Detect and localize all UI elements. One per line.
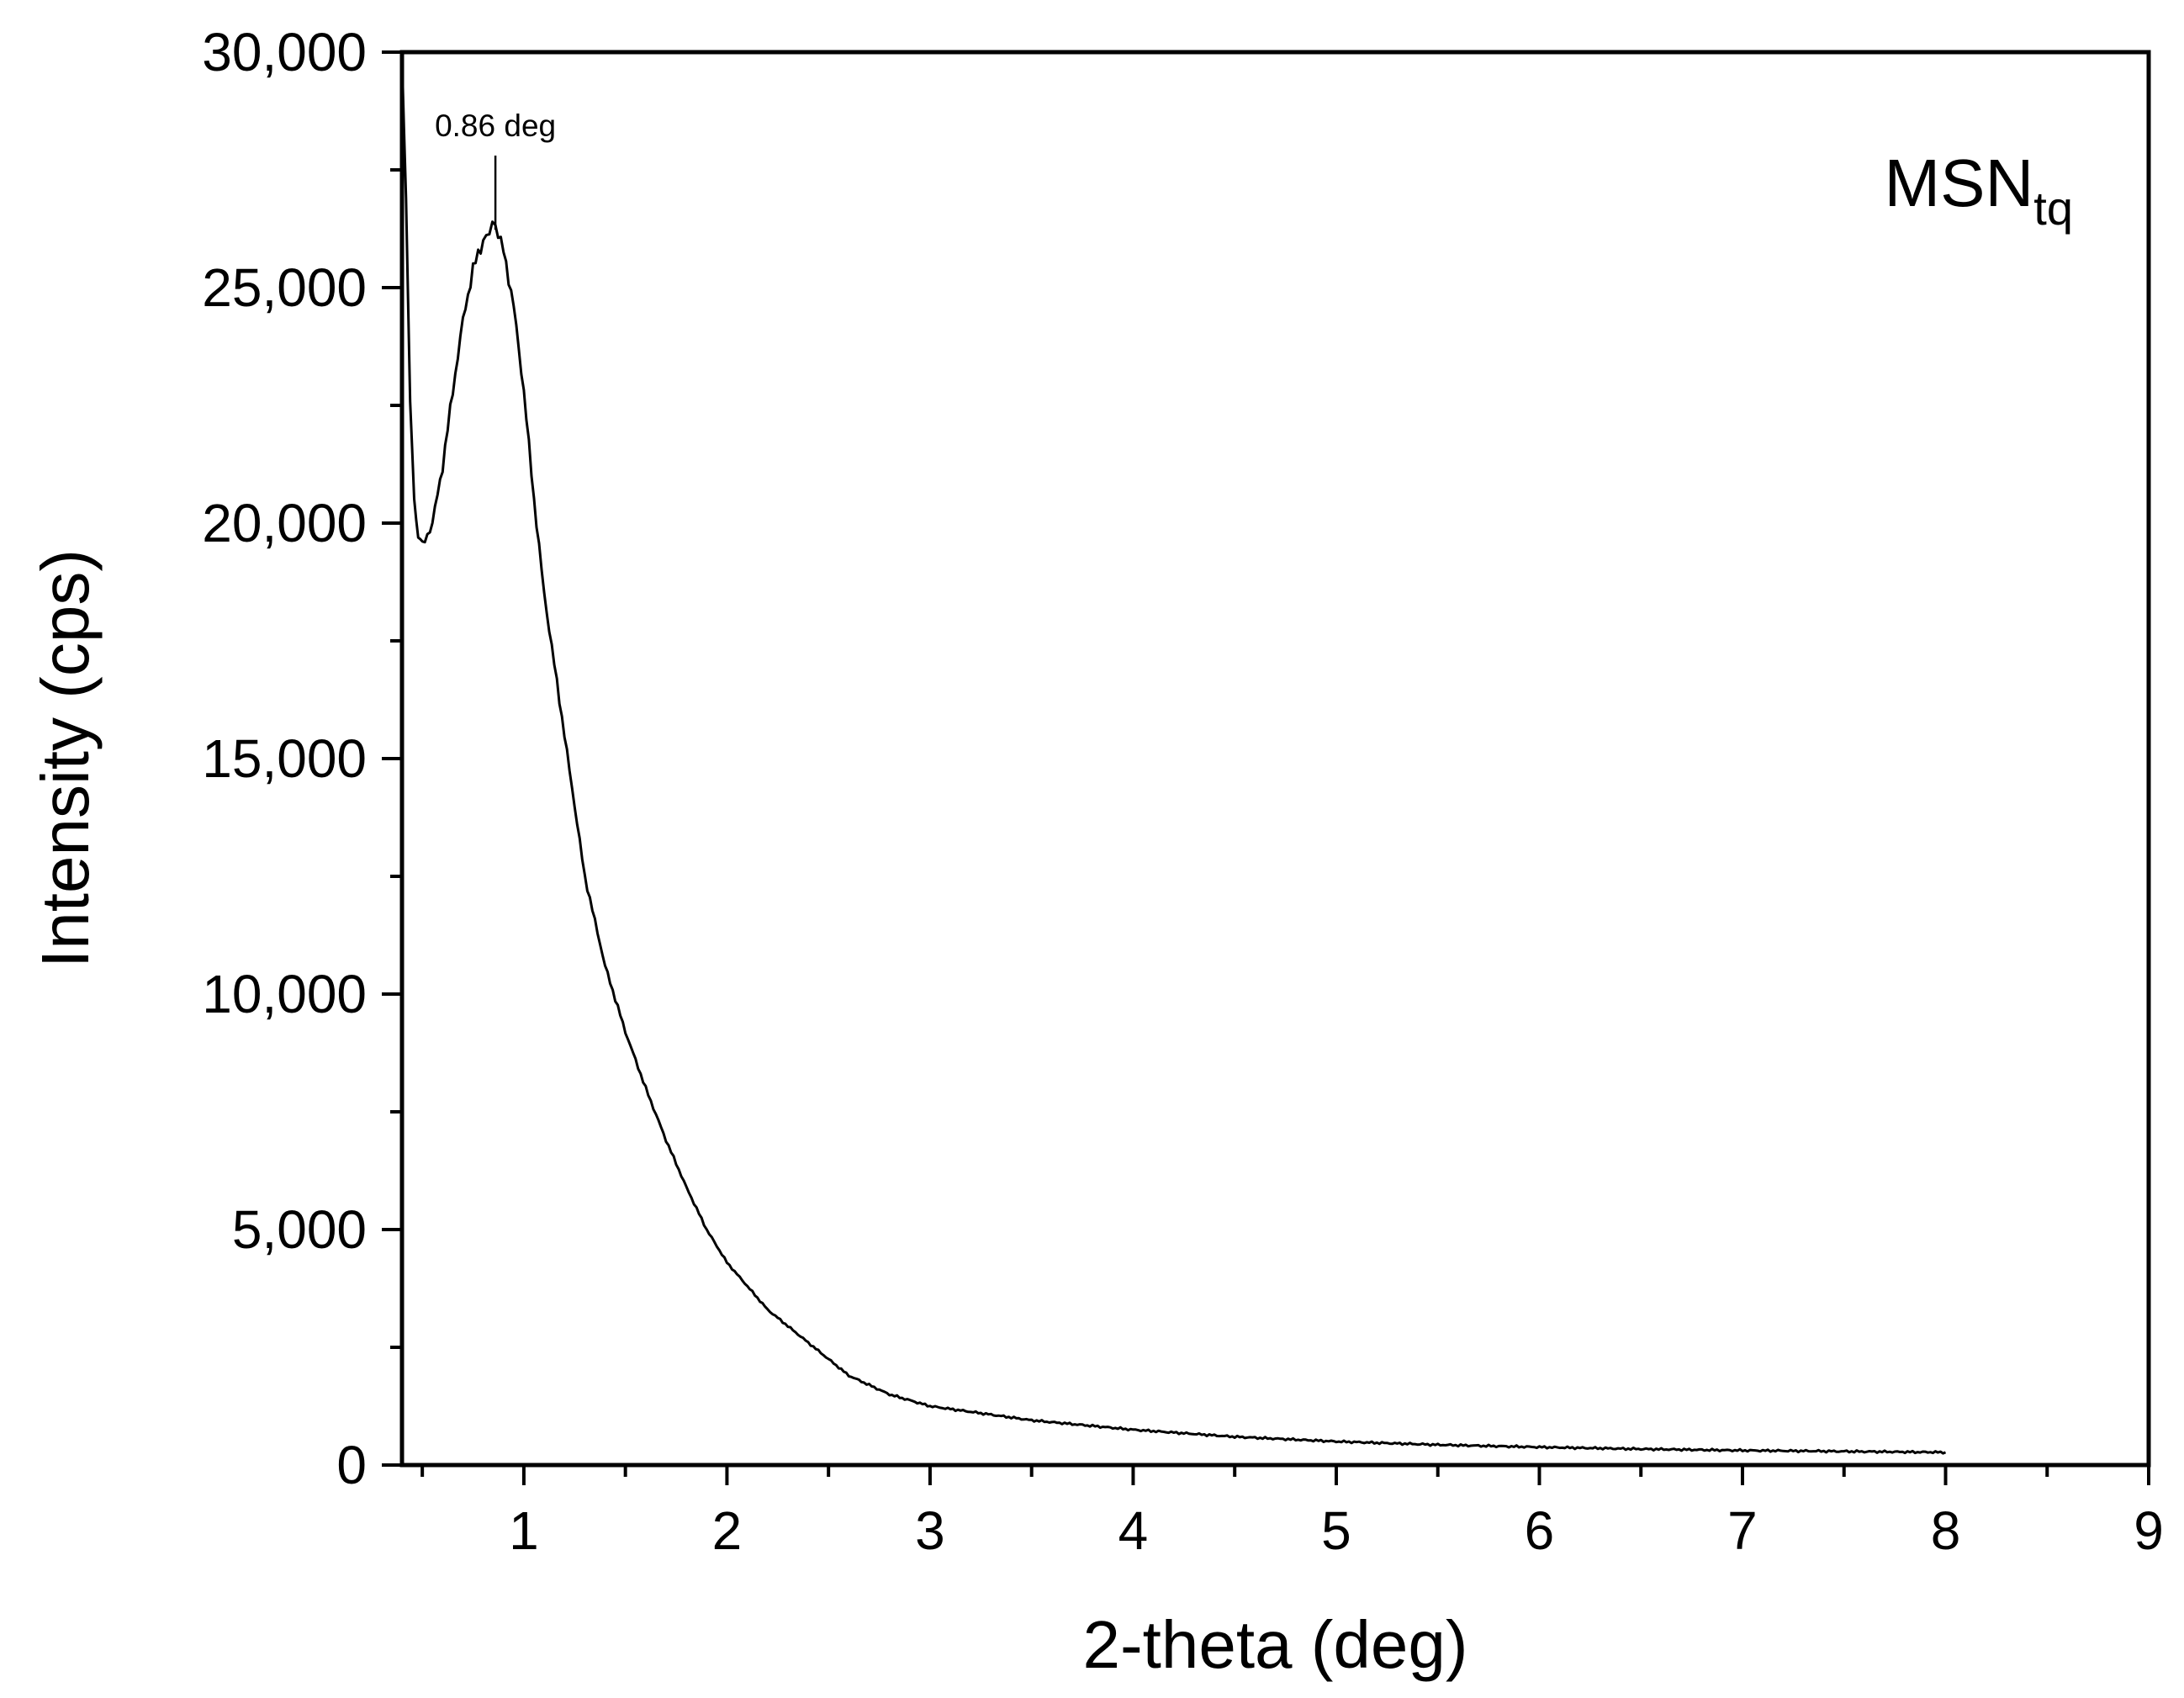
y-axis-tick-labels: 0 5,000 10,000 15,000 20,000 25,000 30,000 [202, 22, 367, 1495]
sample-label-subscript: tq [2033, 182, 2073, 235]
x-tick-label: 3 [915, 1500, 945, 1561]
y-tick-label: 10,000 [202, 964, 367, 1024]
y-axis-ticks [382, 50, 402, 1467]
y-tick-label: 30,000 [202, 22, 367, 82]
x-tick-label: 6 [1525, 1500, 1555, 1561]
x-axis-tick-labels: 1 2 3 4 5 6 7 8 9 [509, 1500, 2164, 1561]
y-tick-label: 5,000 [232, 1199, 367, 1260]
y-tick-label: 15,000 [202, 728, 367, 789]
x-tick-label: 1 [509, 1500, 539, 1561]
x-tick-label: 2 [712, 1500, 743, 1561]
y-tick-label: 20,000 [202, 493, 367, 553]
x-axis-title: 2-theta (deg) [1082, 1607, 1467, 1682]
plot-frame [399, 50, 2151, 1468]
sample-label: MSNtq [1885, 145, 2073, 235]
series-line [400, 56, 1947, 1455]
y-axis-title: Intensity (cps) [28, 549, 103, 968]
x-tick-label: 4 [1118, 1500, 1149, 1561]
peak-annotation-label: 0.86 deg [435, 108, 556, 143]
x-tick-label: 9 [2134, 1500, 2164, 1561]
sample-label-main: MSN [1885, 145, 2034, 220]
x-axis-ticks [420, 1465, 2150, 1485]
x-tick-label: 8 [1931, 1500, 1961, 1561]
y-tick-label: 0 [336, 1435, 367, 1495]
x-tick-label: 5 [1321, 1500, 1351, 1561]
y-tick-label: 25,000 [202, 257, 367, 318]
x-tick-label: 7 [1727, 1500, 1758, 1561]
